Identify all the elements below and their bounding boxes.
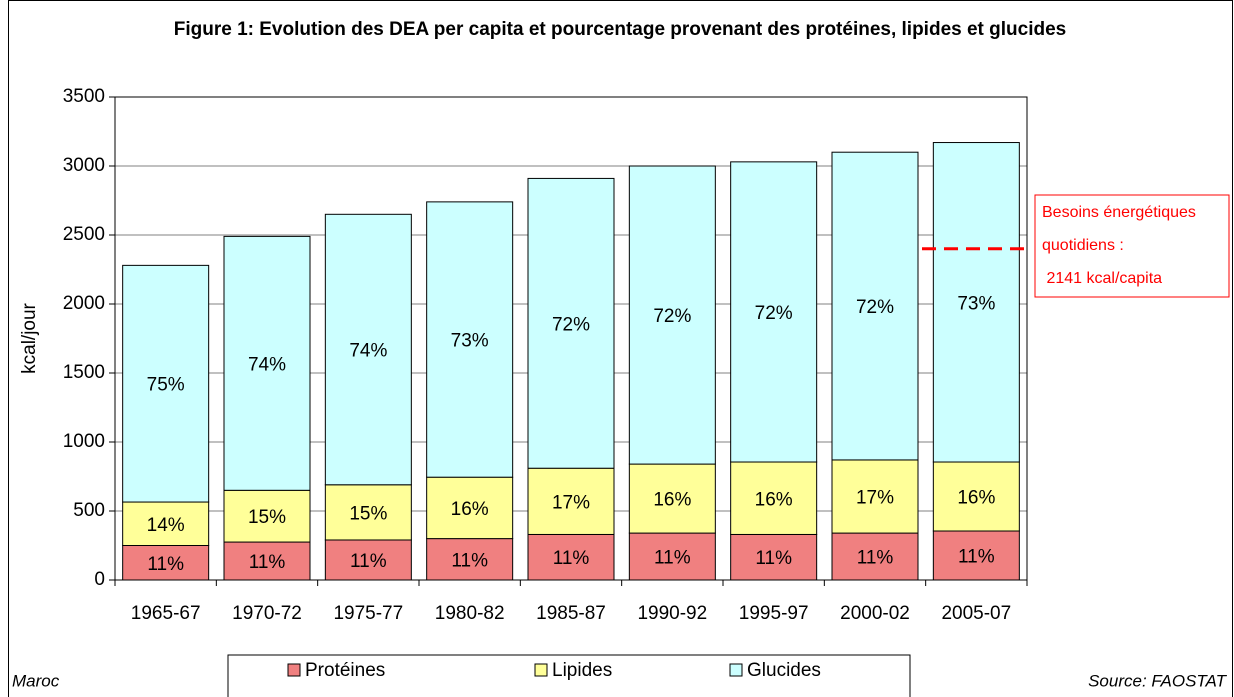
segment-label: 17% xyxy=(856,488,894,509)
segment-label: 11% xyxy=(249,552,286,573)
bar-segment xyxy=(122,264,210,503)
x-tick-label: 1985-87 xyxy=(536,603,606,624)
segment-label: 15% xyxy=(248,507,286,528)
y-tick-label: 500 xyxy=(73,500,105,521)
legend-swatch xyxy=(534,663,548,677)
segment-label: 16% xyxy=(451,499,489,520)
note-left: Maroc xyxy=(12,671,60,690)
bar-segment xyxy=(426,201,514,478)
bar-segment xyxy=(932,530,1020,581)
segment-label: 14% xyxy=(147,515,185,536)
bar-segment xyxy=(122,501,210,546)
x-tick-label: 1990-92 xyxy=(637,603,707,624)
bar-segment xyxy=(324,539,412,581)
segment-label: 11% xyxy=(755,548,792,569)
segment-label: 74% xyxy=(349,341,387,362)
bar-segment xyxy=(324,484,412,541)
annotation-text: 2141 kcal/capita xyxy=(1042,270,1162,287)
segment-label: 72% xyxy=(755,303,793,324)
y-tick-label: 0 xyxy=(94,569,105,590)
legend-box xyxy=(227,654,911,697)
segment-label: 16% xyxy=(653,490,691,511)
segment-label: 72% xyxy=(856,297,894,318)
bar-segment xyxy=(730,161,818,463)
figure-border xyxy=(8,0,1233,697)
segment-label: 11% xyxy=(451,550,488,571)
legend-swatch xyxy=(729,663,743,677)
y-axis-label: kcal/jour xyxy=(19,302,40,373)
segment-label: 17% xyxy=(552,492,590,513)
bar-segment xyxy=(527,533,615,581)
chart-title: Figure 1: Evolution des DEA per capita e… xyxy=(173,19,1067,40)
x-tick-label: 1980-82 xyxy=(435,603,505,624)
annotation-box xyxy=(1034,194,1230,298)
bar-segment xyxy=(831,151,919,461)
legend-label: Lipides xyxy=(552,660,612,681)
legend-label: Glucides xyxy=(747,660,821,681)
y-tick-label: 3000 xyxy=(63,155,105,176)
segment-label: 15% xyxy=(349,503,387,524)
y-tick-label: 1000 xyxy=(63,431,105,452)
annotation-text: quotidiens : xyxy=(1042,237,1124,254)
bar-segment xyxy=(527,467,615,535)
segment-label: 73% xyxy=(451,331,489,352)
bar-segment xyxy=(223,489,311,543)
y-tick-label: 3500 xyxy=(63,86,105,107)
x-tick-label: 1970-72 xyxy=(232,603,302,624)
bar-segment xyxy=(426,538,514,581)
segment-label: 11% xyxy=(553,548,590,569)
bar-segment xyxy=(628,165,716,465)
segment-label: 11% xyxy=(147,554,184,575)
bar-segment xyxy=(324,213,412,486)
segment-label: 11% xyxy=(958,547,995,568)
segment-label: 72% xyxy=(653,306,691,327)
segment-label: 74% xyxy=(248,354,286,375)
segment-label: 16% xyxy=(755,489,793,510)
x-tick-label: 1975-77 xyxy=(333,603,403,624)
note-right: Source: FAOSTAT xyxy=(1088,671,1228,690)
bar-segment xyxy=(527,177,615,469)
bar-segment xyxy=(932,142,1020,463)
y-tick-label: 1500 xyxy=(63,362,105,383)
y-tick-label: 2000 xyxy=(63,293,105,314)
legend-label: Protéines xyxy=(305,660,385,681)
bar-segment xyxy=(831,459,919,534)
bar-segment xyxy=(932,461,1020,532)
bar-segment xyxy=(628,463,716,534)
segment-label: 16% xyxy=(957,488,995,509)
annotation-text: Besoins énergétiques xyxy=(1042,204,1196,221)
legend-swatch xyxy=(287,663,301,677)
bar-segment xyxy=(831,532,919,581)
x-tick-label: 2005-07 xyxy=(941,603,1011,624)
segment-label: 11% xyxy=(654,548,691,569)
bar-segment xyxy=(223,235,311,491)
segment-label: 11% xyxy=(857,548,894,569)
x-tick-label: 2000-02 xyxy=(840,603,910,624)
segment-label: 72% xyxy=(552,314,590,335)
segment-label: 75% xyxy=(147,375,185,396)
bar-segment xyxy=(730,461,818,535)
y-tick-label: 2500 xyxy=(63,224,105,245)
x-tick-label: 1965-67 xyxy=(131,603,201,624)
segment-label: 73% xyxy=(957,293,995,314)
segment-label: 11% xyxy=(350,551,387,572)
x-tick-label: 1995-97 xyxy=(739,603,809,624)
